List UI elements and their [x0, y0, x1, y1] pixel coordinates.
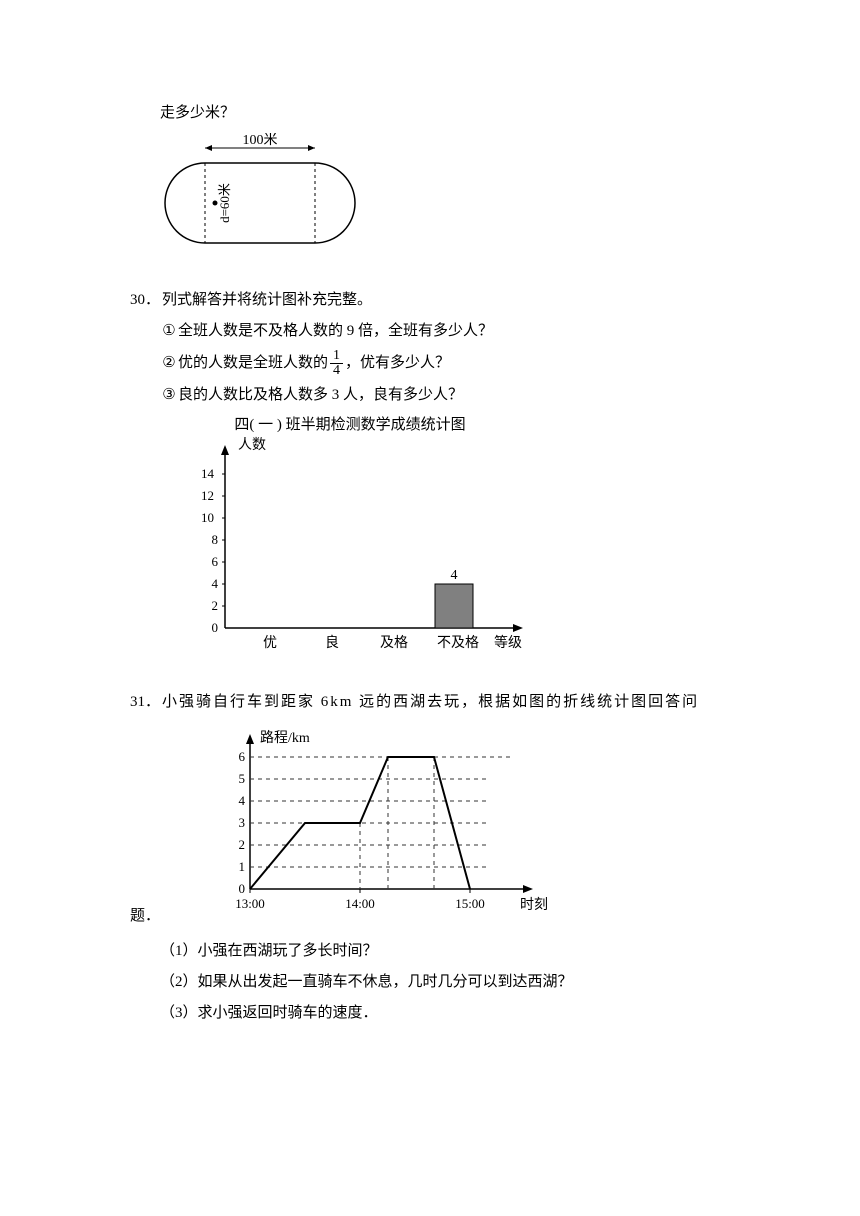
bar-chart-xlabel: 等级	[494, 634, 522, 651]
svg-text:6: 6	[239, 749, 246, 764]
track-width-label: 100米	[243, 133, 278, 148]
bar-chart-title: 四( 一 ) 班半期检测数学成绩统计图	[234, 416, 465, 433]
svg-text:12: 12	[201, 488, 214, 503]
svg-text:0: 0	[239, 881, 246, 896]
circle-2: ②	[160, 350, 178, 377]
circle-3: ③	[160, 382, 178, 409]
svg-text:2: 2	[239, 837, 246, 852]
svg-text:4: 4	[212, 576, 219, 591]
svg-text:1: 1	[239, 859, 246, 874]
svg-text:6: 6	[212, 554, 219, 569]
q30-item-2: ②优的人数是全班人数的14，优有多少人？	[130, 349, 740, 378]
svg-text:优: 优	[263, 635, 277, 651]
svg-text:5: 5	[239, 771, 246, 786]
svg-text:不及格: 不及格	[437, 635, 479, 651]
q31-number: 31．	[130, 689, 162, 716]
q31-sub-2: （2）如果从出发起一直骑车不休息，几时几分可以到达西湖？	[130, 969, 740, 996]
q31-prompt-tail: 题．	[130, 903, 160, 938]
circle-1: ①	[160, 318, 178, 345]
bar-chart-ylabel: 人数	[238, 437, 266, 453]
q30-item-1: ①全班人数是不及格人数的 9 倍，全班有多少人？	[130, 318, 740, 345]
svg-text:良: 良	[325, 635, 339, 651]
bar-value-label: 4	[451, 568, 458, 583]
svg-text:14: 14	[201, 466, 215, 481]
q31-sub-3: （3）求小强返回时骑车的速度．	[130, 1000, 740, 1027]
q30-item-3: ③良的人数比及格人数多 3 人，良有多少人？	[130, 382, 740, 409]
svg-text:及格: 及格	[380, 635, 408, 651]
svg-text:14:00: 14:00	[345, 896, 375, 911]
svg-text:8: 8	[212, 532, 219, 547]
q31-sub-1: （1）小强在西湖玩了多长时间？	[130, 938, 740, 965]
svg-text:0: 0	[212, 620, 219, 635]
svg-text:15:00: 15:00	[455, 896, 485, 911]
svg-text:2: 2	[212, 598, 219, 613]
q31-line: 31．小强骑自行车到距家 6km 远的西湖去玩，根据如图的折线统计图回答问	[130, 689, 740, 716]
q30-prompt: 列式解答并将统计图补充完整。	[162, 292, 372, 308]
svg-text:4: 4	[239, 793, 246, 808]
bar-chart: 四( 一 ) 班半期检测数学成绩统计图 人数 0 2 4 6 8 10 12 1…	[180, 413, 740, 683]
track-diameter-label: d=60米	[217, 183, 232, 223]
q30-line: 30．列式解答并将统计图补充完整。	[130, 287, 740, 314]
svg-text:10: 10	[201, 510, 214, 525]
fraction-1-4: 14	[330, 349, 343, 378]
line-chart-ylabel: 路程/km	[260, 730, 310, 746]
svg-text:13:00: 13:00	[235, 896, 265, 911]
line-chart-xlabel: 时刻	[520, 897, 548, 913]
track-diagram: 100米 d=60米	[160, 133, 740, 273]
bar-fail	[435, 584, 473, 628]
line-chart: 路程/km 时刻 0 1 2 3 4 5 6	[190, 724, 560, 934]
q29-remainder-text: 走多少米？	[130, 100, 740, 127]
q30-number: 30．	[130, 287, 162, 314]
svg-text:3: 3	[239, 815, 246, 830]
q31-prompt: 小强骑自行车到距家 6km 远的西湖去玩，根据如图的折线统计图回答问	[162, 694, 699, 710]
